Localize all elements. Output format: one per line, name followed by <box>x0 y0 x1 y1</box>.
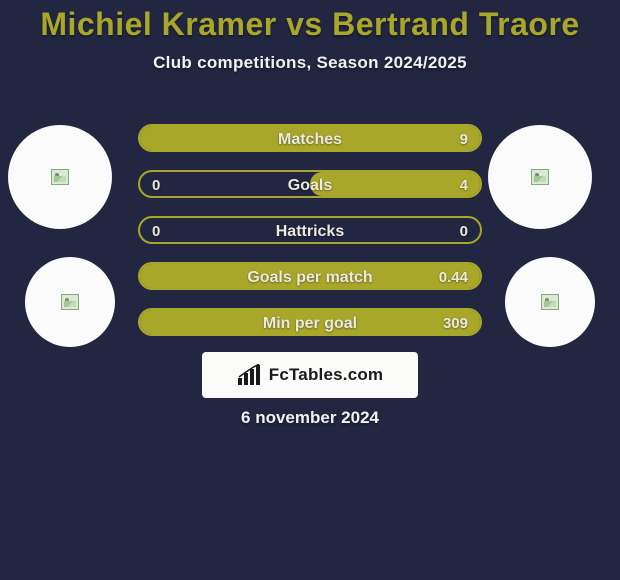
image-placeholder-icon <box>531 169 549 185</box>
page-title: Michiel Kramer vs Bertrand Traore <box>0 0 620 43</box>
subtitle: Club competitions, Season 2024/2025 <box>0 53 620 73</box>
stat-label: Min per goal <box>140 310 480 338</box>
stat-row: Goals0 4 <box>138 170 482 198</box>
image-placeholder-icon <box>51 169 69 185</box>
stat-value-left: 0 <box>152 218 160 246</box>
stat-value-right: 0.44 <box>439 264 468 292</box>
date-text: 6 november 2024 <box>0 408 620 428</box>
player1-photo-bottom <box>25 257 115 347</box>
watermark-text: FcTables.com <box>269 365 384 385</box>
player1-photo-top <box>8 125 112 229</box>
stat-label: Hattricks <box>140 218 480 246</box>
stat-label: Goals per match <box>140 264 480 292</box>
watermark: FcTables.com <box>202 352 418 398</box>
stats-panel: Matches9Goals04Hattricks00Goals per matc… <box>138 124 482 354</box>
player2-photo-bottom <box>505 257 595 347</box>
stat-value-right: 0 <box>460 218 468 246</box>
stat-value-right: 309 <box>443 310 468 338</box>
comparison-card: Michiel Kramer vs Bertrand Traore Club c… <box>0 0 620 580</box>
stat-label: Matches <box>140 126 480 154</box>
stat-label: Goals <box>140 172 480 200</box>
stat-row: Hattricks0 0 <box>138 216 482 244</box>
stat-row: Goals per match0.44 <box>138 262 482 290</box>
player2-photo-top <box>488 125 592 229</box>
stat-value-right: 9 <box>460 126 468 154</box>
bars-icon <box>237 364 265 386</box>
stat-row: Min per goal309 <box>138 308 482 336</box>
image-placeholder-icon <box>61 294 79 310</box>
stat-value-left: 0 <box>152 172 160 200</box>
stat-row: Matches9 <box>138 124 482 152</box>
image-placeholder-icon <box>541 294 559 310</box>
stat-value-right: 4 <box>460 172 468 200</box>
